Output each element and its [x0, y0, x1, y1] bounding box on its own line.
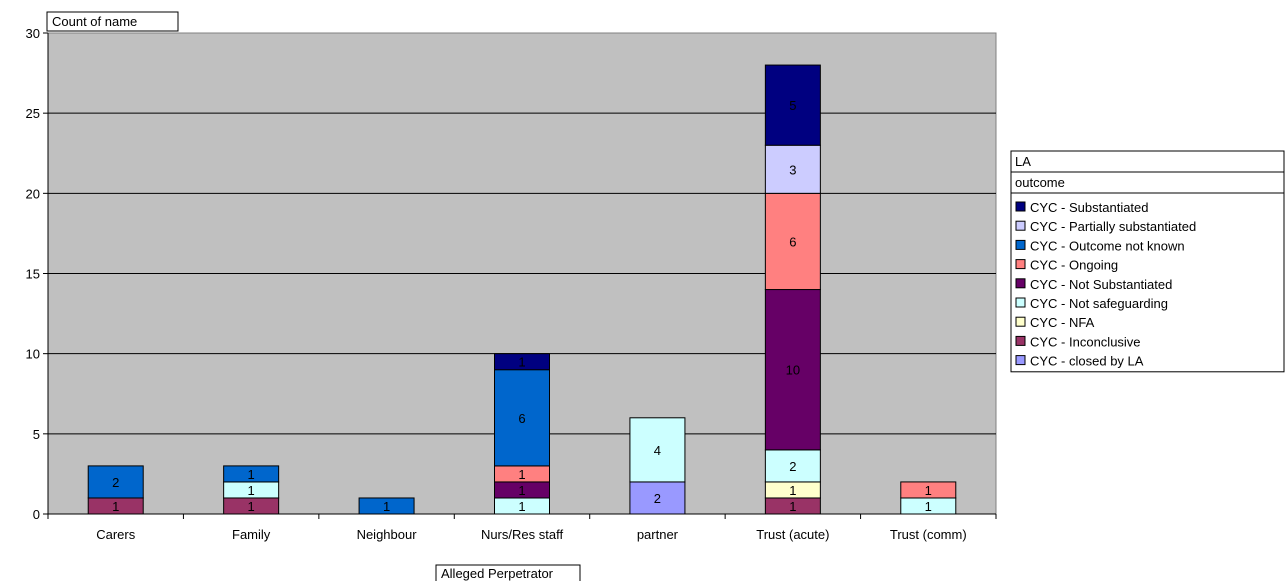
- legend-swatch: [1015, 355, 1026, 366]
- field-label: Count of name: [52, 14, 137, 29]
- bar-segment: [223, 465, 280, 483]
- legend-swatch: [1015, 259, 1026, 270]
- data-label: 1: [518, 499, 525, 514]
- y-tick-label: 20: [26, 186, 40, 201]
- legend-item-label: CYC - NFA: [1030, 315, 1095, 330]
- data-label: 1: [248, 467, 255, 482]
- x-tick-label: Trust (comm): [890, 527, 967, 542]
- legend-swatch: [1015, 220, 1026, 231]
- y-tick-label: 10: [26, 347, 40, 362]
- data-label: 1: [248, 483, 255, 498]
- y-tick-label: 25: [26, 106, 40, 121]
- legend-field-label: outcome: [1015, 175, 1065, 190]
- bar-segment: [494, 369, 550, 467]
- legend-swatch: [1015, 239, 1026, 250]
- field-button-count-of-name[interactable]: [46, 11, 179, 32]
- legend-item-label: CYC - Outcome not known: [1030, 238, 1185, 253]
- bar-segment: [764, 449, 821, 483]
- x-tick-label: Neighbour: [357, 527, 418, 542]
- legend-title-box: [1010, 150, 1285, 173]
- data-label: 1: [789, 499, 796, 514]
- y-tick-label: 5: [33, 427, 40, 442]
- legend-swatch: [1015, 297, 1026, 308]
- y-tick-label: 30: [26, 26, 40, 41]
- bar-segment: [629, 417, 686, 483]
- legend-swatch: [1015, 316, 1026, 327]
- y-tick-label: 0: [33, 507, 40, 522]
- y-tick-label: 15: [26, 267, 40, 282]
- legend-swatch: [1015, 335, 1026, 346]
- x-tick-label: Carers: [96, 527, 136, 542]
- x-tick-label: Trust (acute): [756, 527, 829, 542]
- data-label: 3: [789, 162, 796, 177]
- data-label: 5: [789, 98, 796, 113]
- legend-title: LA: [1015, 154, 1031, 169]
- bar-segment: [764, 64, 821, 146]
- bar-segment: [764, 144, 821, 194]
- bar-segment: [900, 481, 957, 499]
- legend-item-label: CYC - Ongoing: [1030, 258, 1118, 273]
- bar-segment: [764, 192, 821, 291]
- data-label: 6: [518, 411, 525, 426]
- data-label: 1: [248, 499, 255, 514]
- data-label: 2: [112, 475, 119, 490]
- bar-segment: [494, 353, 550, 371]
- legend-item-label: CYC - closed by LA: [1030, 354, 1144, 369]
- data-label: 1: [112, 499, 119, 514]
- legend-box: [1010, 192, 1285, 373]
- legend-item-label: CYC - Substantiated: [1030, 200, 1149, 215]
- legend-swatch: [1015, 201, 1026, 212]
- data-label: 1: [518, 467, 525, 482]
- data-label: 1: [789, 483, 796, 498]
- x-axis-label: Alleged Perpetrator: [441, 566, 554, 581]
- legend-swatch: [1015, 278, 1026, 289]
- legend: LA outcome CYC - Substantiated CYC - Partia…: [1010, 150, 1285, 373]
- bar-segment: [764, 289, 821, 451]
- data-label: 4: [654, 443, 661, 458]
- data-label: 1: [925, 483, 932, 498]
- x-tick-label: Family: [232, 527, 271, 542]
- data-label: 1: [518, 483, 525, 498]
- data-label: 6: [789, 234, 796, 249]
- legend-item-label: CYC - Not Substantiated: [1030, 277, 1172, 292]
- data-label: 1: [383, 499, 390, 514]
- x-tick-label: Nurs/Res staff: [481, 527, 564, 542]
- bar-segment: [87, 465, 144, 499]
- data-label: 10: [786, 363, 800, 378]
- field-button-alleged-perpetrator[interactable]: [435, 564, 581, 581]
- data-label: 1: [518, 355, 525, 370]
- legend-item-label: CYC - Partially substantiated: [1030, 219, 1196, 234]
- legend-item-label: CYC - Inconclusive: [1030, 334, 1141, 349]
- legend-item-label: CYC - Not safeguarding: [1030, 296, 1168, 311]
- data-label: 2: [789, 459, 796, 474]
- x-tick-label: partner: [637, 527, 679, 542]
- data-label: 2: [654, 491, 661, 506]
- data-label: 1: [925, 499, 932, 514]
